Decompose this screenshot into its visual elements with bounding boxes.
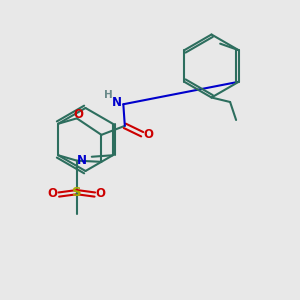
Text: N: N (112, 96, 122, 109)
Text: N: N (77, 154, 87, 166)
Text: O: O (48, 188, 58, 200)
Text: O: O (96, 188, 106, 200)
Text: O: O (143, 128, 153, 141)
Text: H: H (104, 90, 113, 100)
Text: O: O (73, 108, 83, 121)
Text: S: S (72, 186, 82, 199)
